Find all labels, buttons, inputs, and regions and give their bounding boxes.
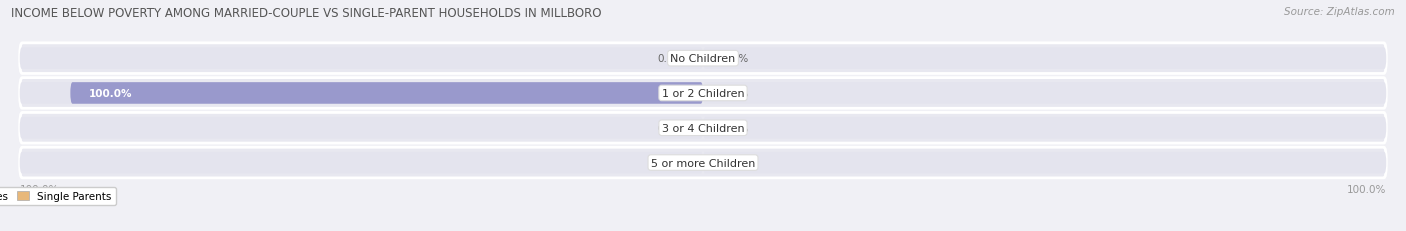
Text: 100.0%: 100.0% [20, 184, 59, 194]
Text: Source: ZipAtlas.com: Source: ZipAtlas.com [1284, 7, 1395, 17]
Text: 1 or 2 Children: 1 or 2 Children [662, 88, 744, 99]
Text: 0.0%: 0.0% [723, 158, 748, 168]
FancyBboxPatch shape [703, 118, 1386, 139]
Text: 100.0%: 100.0% [1347, 184, 1386, 194]
Text: 0.0%: 0.0% [723, 88, 748, 99]
FancyBboxPatch shape [20, 113, 1386, 143]
FancyBboxPatch shape [70, 83, 703, 104]
FancyBboxPatch shape [20, 152, 703, 174]
Text: 0.0%: 0.0% [658, 158, 685, 168]
FancyBboxPatch shape [20, 44, 1386, 74]
FancyBboxPatch shape [703, 152, 1386, 174]
Text: 3 or 4 Children: 3 or 4 Children [662, 123, 744, 133]
Text: No Children: No Children [671, 54, 735, 64]
Text: 0.0%: 0.0% [658, 54, 685, 64]
FancyBboxPatch shape [20, 83, 703, 104]
Text: 0.0%: 0.0% [658, 123, 685, 133]
FancyBboxPatch shape [20, 118, 703, 139]
Text: 5 or more Children: 5 or more Children [651, 158, 755, 168]
Text: INCOME BELOW POVERTY AMONG MARRIED-COUPLE VS SINGLE-PARENT HOUSEHOLDS IN MILLBOR: INCOME BELOW POVERTY AMONG MARRIED-COUPL… [11, 7, 602, 20]
FancyBboxPatch shape [703, 48, 1386, 70]
FancyBboxPatch shape [20, 78, 1386, 109]
Text: 0.0%: 0.0% [723, 54, 748, 64]
FancyBboxPatch shape [703, 83, 1386, 104]
Text: 0.0%: 0.0% [723, 123, 748, 133]
Legend: Married Couples, Single Parents: Married Couples, Single Parents [0, 187, 115, 206]
Text: 100.0%: 100.0% [89, 88, 132, 99]
FancyBboxPatch shape [20, 48, 703, 70]
FancyBboxPatch shape [20, 148, 1386, 178]
